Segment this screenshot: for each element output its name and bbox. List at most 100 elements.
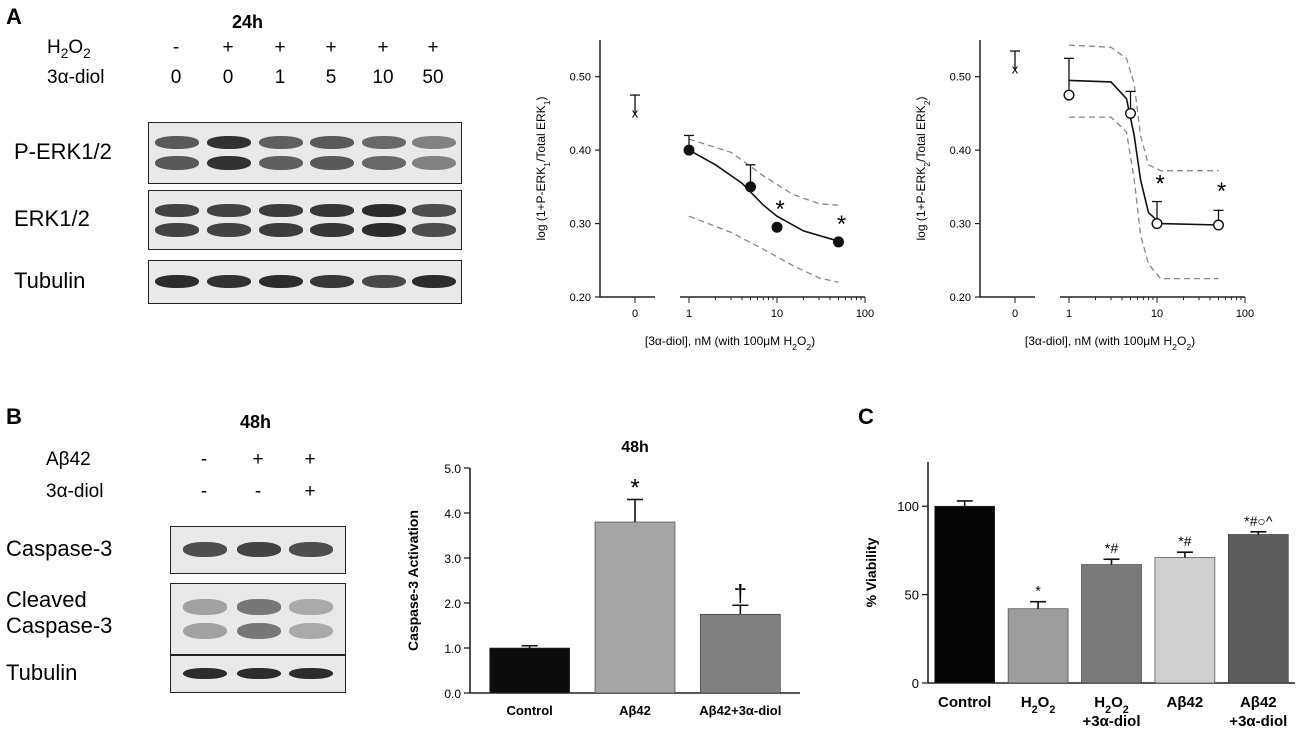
band	[155, 203, 199, 217]
band	[237, 599, 281, 615]
category-label: H2O2	[1094, 694, 1129, 716]
blot-row-label: P-ERK1/2	[14, 139, 112, 164]
y-tick-label: 1.0	[444, 642, 461, 656]
band	[310, 222, 354, 237]
band	[362, 203, 406, 217]
x-tick-label: 10	[771, 308, 783, 320]
band	[207, 156, 251, 171]
data-point	[1213, 219, 1225, 231]
significance-marker: †	[734, 580, 747, 607]
x-tick-label: 10	[1151, 308, 1163, 320]
band	[362, 274, 406, 289]
band	[155, 156, 199, 171]
y-tick-label: 0.0	[444, 687, 461, 701]
significance-marker: *#○^	[1244, 513, 1273, 529]
band	[155, 274, 199, 289]
category-label: Control	[507, 703, 553, 718]
y-tick-label: 2.0	[444, 597, 461, 611]
lane-value: +	[304, 481, 316, 502]
chart-title: 48h	[621, 439, 649, 456]
category-label: Control	[938, 694, 991, 711]
y-axis-label: log (1+P-ERK2/Total ERK2)	[914, 96, 932, 240]
band	[310, 156, 354, 171]
significance-marker: *	[1035, 583, 1041, 599]
lane-value: 50	[422, 67, 444, 88]
band	[362, 136, 406, 150]
band	[412, 136, 456, 150]
blot-row-label: Caspase-3	[6, 613, 113, 638]
y-tick-label: 0.30	[570, 219, 591, 231]
panel-letter-a: A	[6, 4, 22, 29]
blot-row-label: Cleaved	[6, 587, 87, 612]
band	[310, 274, 354, 289]
band	[289, 622, 333, 640]
ci-upper-line	[1068, 44, 1219, 172]
fit-curve	[688, 149, 839, 242]
band	[237, 622, 281, 640]
lane-value: +	[304, 449, 316, 470]
band	[259, 222, 303, 237]
lane-value: 0	[222, 67, 234, 88]
bar	[1007, 608, 1069, 684]
band	[207, 136, 251, 150]
lane-value: 5	[325, 67, 337, 88]
control-marker: x	[1012, 61, 1019, 76]
caspase3-activation-chart: 0.0 1.0 2.0 3.0 4.0 5.0 48h Caspase-3 Activatio…	[405, 439, 800, 718]
blot-b-title: 48h	[240, 412, 272, 432]
y-tick-label: 100	[897, 499, 919, 514]
band	[207, 222, 251, 237]
band	[289, 542, 333, 557]
band	[412, 274, 456, 289]
lane-value: -	[254, 481, 262, 502]
category-label: +3α-diol	[1229, 713, 1287, 730]
y-tick-label: 0	[912, 676, 919, 691]
y-axis-label: % Viability	[863, 537, 879, 607]
x-tick-label: 0	[632, 308, 638, 320]
lane-value: 10	[372, 67, 394, 88]
band	[310, 136, 354, 150]
blot-row-label: Tubulin	[6, 660, 78, 685]
lane-value: -	[200, 481, 208, 502]
condition-label: Aβ42	[46, 449, 91, 470]
bar	[489, 647, 570, 694]
category-label: Aβ42	[619, 703, 651, 718]
ci-lower-line	[1069, 116, 1219, 280]
significance-marker: *	[630, 475, 639, 502]
category-label: +3α-diol	[1083, 713, 1141, 730]
y-tick-label: 0.50	[570, 72, 591, 84]
band	[207, 274, 251, 289]
lane-value: +	[274, 37, 286, 58]
band	[259, 136, 303, 150]
y-tick-label: 0.50	[950, 72, 971, 84]
band	[155, 136, 199, 150]
bar	[1154, 557, 1216, 684]
ci-lower-line	[688, 215, 839, 283]
panel-letter-b: B	[6, 404, 22, 429]
condition-label: 3α-diol	[47, 67, 105, 88]
bar	[1227, 534, 1289, 684]
band	[237, 667, 281, 680]
category-label: Aβ42	[1167, 694, 1204, 711]
band	[259, 203, 303, 217]
category-label: H2O2	[1021, 694, 1056, 716]
blot-row-label: ERK1/2	[14, 206, 90, 231]
lane-value: -	[172, 37, 180, 58]
x-tick-label: 1	[1066, 308, 1072, 320]
bar	[594, 521, 676, 694]
band	[362, 156, 406, 171]
y-tick-label: 3.0	[444, 552, 461, 566]
y-tick-label: 0.40	[570, 145, 591, 157]
band	[183, 667, 227, 680]
blot-strip	[170, 655, 346, 693]
control-marker: x	[632, 105, 639, 120]
blot-row-label: Caspase-3	[6, 536, 113, 561]
condition-label: H2O2	[47, 37, 91, 61]
lane-value: 0	[170, 67, 182, 88]
significance-marker: *	[837, 211, 846, 238]
data-point	[1063, 89, 1075, 101]
lane-value: +	[427, 37, 439, 58]
panel-letter-c: C	[858, 404, 874, 429]
x-axis-label: [3α-diol], nM (with 100μM H2O2)	[645, 334, 815, 352]
significance-marker: *#	[1105, 540, 1118, 556]
